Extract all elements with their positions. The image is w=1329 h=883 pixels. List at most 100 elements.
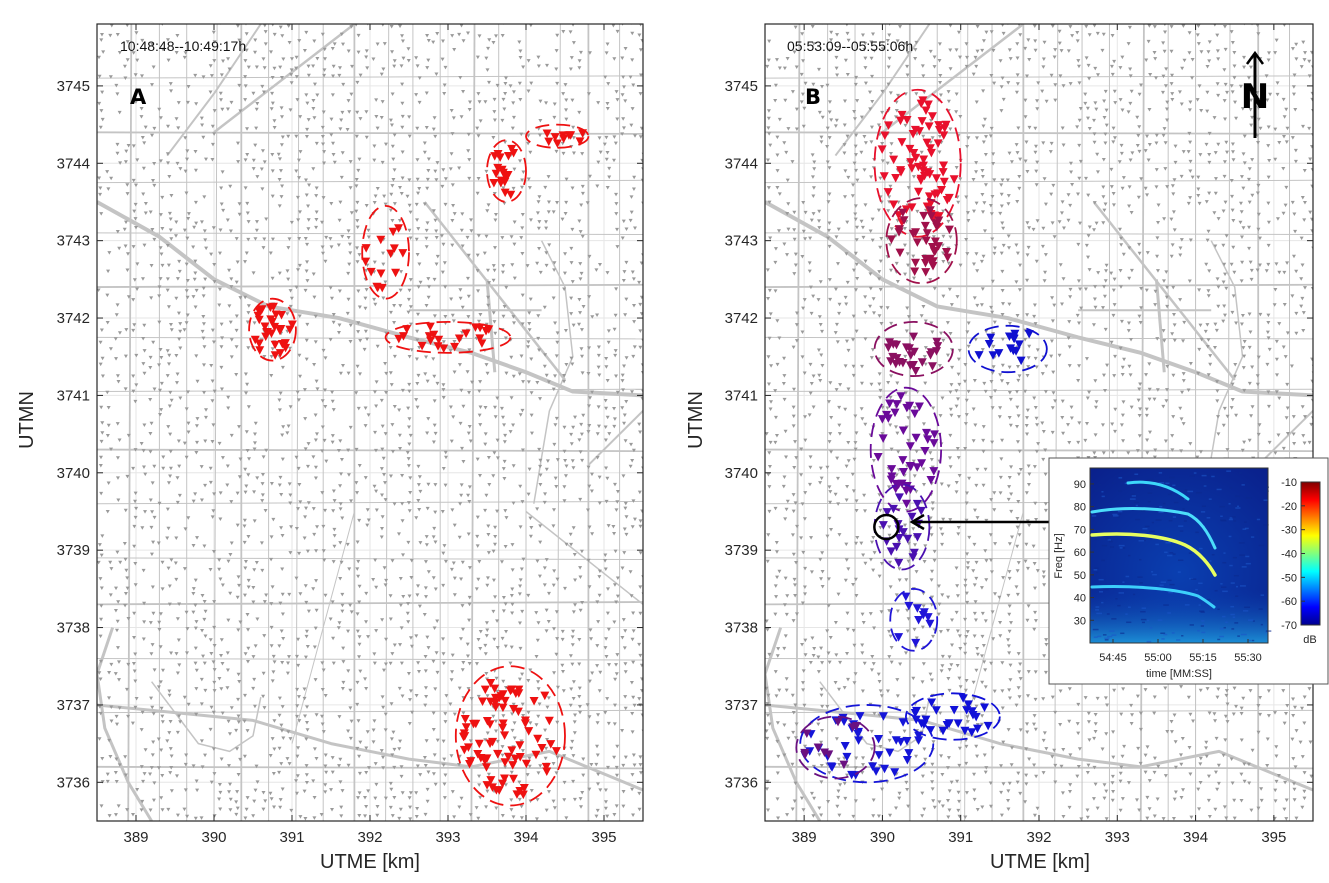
station-marker [238,457,243,462]
station-marker [485,209,490,213]
station-marker [980,48,985,53]
station-marker [894,806,899,810]
station-marker [638,585,643,589]
station-marker [245,152,250,157]
station-marker [923,362,928,367]
station-marker [800,254,805,259]
station-marker [638,302,643,307]
station-marker [1015,56,1020,60]
station-marker [614,212,619,216]
station-marker [1109,64,1114,69]
station-marker [461,711,466,715]
station-marker [183,762,188,767]
station-marker [1018,677,1023,681]
station-marker [1007,476,1012,480]
station-marker [948,332,953,336]
station-marker [612,755,617,760]
station-marker [238,620,243,624]
station-marker [886,65,891,69]
station-marker [484,169,489,174]
station-marker [448,167,453,171]
station-marker [441,739,446,744]
station-marker [1053,48,1058,52]
station-marker [1001,31,1006,36]
station-marker [201,75,206,79]
station-marker [113,337,118,341]
station-marker [1077,176,1082,181]
station-marker [835,476,840,481]
station-marker [1075,774,1080,779]
station-marker [209,652,214,656]
station-marker [443,450,448,455]
station-marker [373,558,378,562]
station-marker [793,501,798,505]
active-station-marker [275,326,285,336]
station-marker [409,644,414,649]
station-marker [440,509,445,514]
station-marker [612,583,617,587]
station-marker [277,271,282,276]
station-marker [544,101,549,105]
station-marker [811,212,816,216]
station-marker [414,693,419,698]
station-marker [234,372,239,377]
station-marker [604,357,609,361]
event-cluster [384,321,512,354]
station-marker [493,719,498,724]
station-marker [123,557,128,562]
station-marker [879,237,884,241]
station-marker [972,542,977,547]
station-marker [467,158,472,162]
y-tick-label: 3739 [57,542,90,559]
station-marker [417,100,422,105]
station-marker [1014,280,1019,284]
station-marker [979,722,984,727]
active-station-marker [267,317,277,327]
station-marker [122,541,127,546]
station-marker [304,634,309,639]
station-marker [595,721,600,725]
station-marker [109,447,114,452]
station-marker [765,64,770,69]
station-marker [512,220,517,225]
active-station-marker [491,786,501,795]
station-marker [380,695,385,699]
station-marker [324,235,329,240]
station-marker [954,481,959,485]
station-marker [1014,703,1019,708]
station-marker [1041,575,1046,579]
station-marker [782,66,787,71]
station-marker [535,381,540,385]
station-marker [294,55,299,60]
station-marker [526,710,531,715]
station-marker [182,441,187,446]
active-station-marker [542,129,552,139]
station-marker [1092,201,1097,205]
station-marker [957,348,962,353]
station-marker [225,464,230,468]
station-marker [1112,277,1117,282]
station-marker [1102,294,1107,299]
station-marker [1068,203,1073,208]
station-marker [435,32,440,36]
station-marker [939,754,944,758]
station-marker [337,66,342,70]
station-marker [595,744,600,749]
station-marker [1007,604,1012,609]
station-marker [817,806,822,810]
station-marker [1053,763,1058,768]
station-marker [1075,31,1080,35]
station-marker [424,304,429,308]
station-marker [363,814,368,818]
station-marker [855,225,860,230]
station-marker [828,432,833,436]
station-marker [1015,365,1020,369]
station-marker [954,110,959,114]
station-marker [1006,644,1011,648]
station-marker [426,570,431,574]
station-marker [491,474,496,478]
station-marker [571,466,576,470]
station-marker [807,261,812,265]
station-marker [174,536,179,541]
station-marker [905,629,910,633]
